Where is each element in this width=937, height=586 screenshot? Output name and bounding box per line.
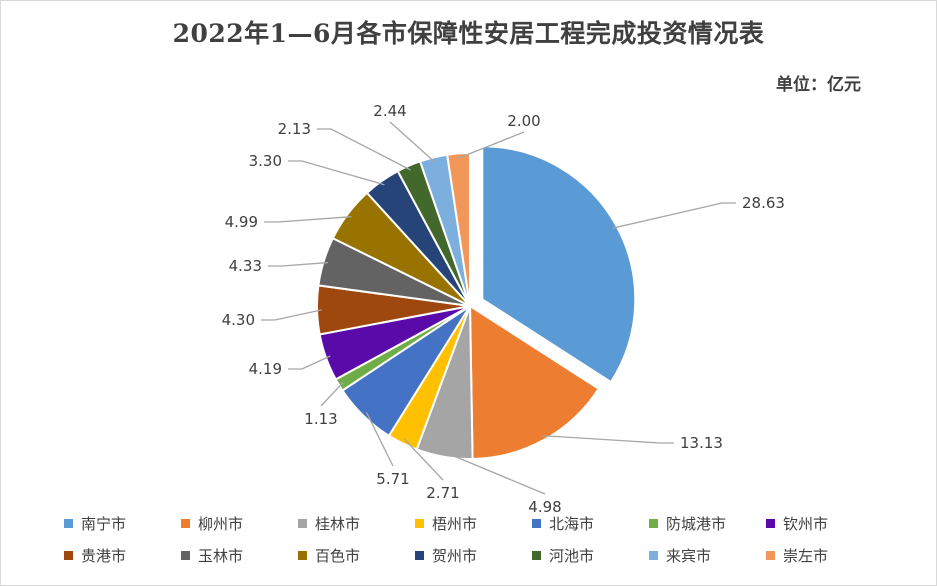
pie-slices: [316, 145, 637, 460]
legend-item-2: 柳州市: [181, 512, 298, 534]
leader-line-2: [542, 435, 674, 444]
legend-label: 贵港市: [81, 546, 127, 565]
legend-item-4: 梧州市: [415, 512, 532, 534]
legend-swatch: [766, 518, 775, 528]
legend-item-3: 桂林市: [298, 512, 415, 534]
legend-label: 南宁市: [81, 514, 127, 533]
data-label-11: 3.30: [249, 152, 282, 170]
legend-label: 柳州市: [198, 514, 244, 533]
data-label-2: 13.13: [680, 434, 723, 452]
legend-label: 崇左市: [783, 546, 829, 565]
leader-line-7: [288, 355, 331, 370]
legend-swatch: [64, 550, 73, 560]
legend-swatch: [532, 518, 541, 528]
chart-legend: 南宁市 柳州市 桂林市 梧州市 北海市 防城港市 钦州市贵港市 玉林市 百色市 贺州市 河池市 来宾市…: [64, 512, 884, 566]
leader-line-4: [404, 438, 444, 481]
leader-line-10: [264, 216, 352, 223]
leader-line-13: [389, 121, 436, 163]
data-label-13: 2.44: [373, 102, 406, 120]
data-label-6: 1.13: [304, 410, 337, 428]
legend-item-7: 钦州市: [766, 512, 883, 534]
legend-item-12: 河池市: [532, 544, 649, 566]
data-label-3: 4.98: [528, 498, 561, 516]
legend-item-1: 南宁市: [64, 512, 181, 534]
legend-swatch: [766, 550, 775, 560]
leader-line-3: [444, 451, 546, 495]
data-label-10: 4.99: [225, 213, 258, 231]
chart-title: 2022年1—6月各市保障性安居工程完成投资情况表: [172, 19, 765, 48]
legend-label: 贺州市: [432, 546, 478, 565]
legend-swatch: [181, 518, 190, 528]
data-label-14: 2.00: [507, 112, 540, 130]
leader-line-9: [268, 261, 329, 267]
data-label-4: 2.71: [426, 484, 459, 502]
legend-label: 钦州市: [783, 514, 829, 533]
legend-swatch: [181, 550, 190, 560]
legend-label: 梧州市: [432, 514, 478, 533]
leader-line-12: [317, 128, 411, 171]
legend-swatch: [415, 518, 424, 528]
data-label-1: 28.63: [742, 194, 785, 212]
unit-label: 单位：亿元: [776, 75, 861, 95]
legend-label: 玉林市: [198, 546, 244, 565]
legend-swatch: [64, 518, 73, 528]
legend-item-9: 玉林市: [181, 544, 298, 566]
legend-swatch: [649, 550, 658, 560]
legend-swatch: [298, 518, 307, 528]
legend-label: 防城港市: [666, 514, 727, 533]
legend-swatch: [298, 550, 307, 560]
data-labels: 28.63 13.13 4.98 2.71 5.71 1.13 4.19 4.30 4.33 4.…: [222, 102, 785, 516]
legend-item-14: 崇左市: [766, 544, 883, 566]
leader-line-14: [458, 131, 525, 159]
legend-item-6: 防城港市: [649, 512, 766, 534]
legend-item-5: 北海市: [532, 512, 649, 534]
legend-label: 河池市: [549, 546, 595, 565]
legend-label: 来宾市: [666, 546, 712, 565]
pie-slice-1: [481, 145, 637, 384]
leader-lines: [261, 121, 736, 495]
pie-slice-2: [468, 304, 601, 460]
data-label-5: 5.71: [376, 470, 409, 488]
legend-swatch: [415, 550, 424, 560]
data-label-8: 4.30: [222, 311, 255, 329]
legend-item-8: 贵港市: [64, 544, 181, 566]
data-label-9: 4.33: [229, 257, 262, 275]
leader-line-1: [612, 202, 736, 229]
legend-label: 百色市: [315, 546, 361, 565]
legend-label: 北海市: [549, 514, 595, 533]
legend-item-13: 来宾市: [649, 544, 766, 566]
legend-item-10: 百色市: [298, 544, 415, 566]
data-label-7: 4.19: [249, 360, 282, 378]
data-label-12: 2.13: [278, 120, 311, 138]
legend-swatch: [649, 518, 658, 528]
legend-swatch: [532, 550, 541, 560]
leader-line-6: [320, 382, 344, 407]
leader-line-5: [365, 412, 394, 467]
leader-line-8: [261, 309, 322, 321]
legend-label: 桂林市: [315, 514, 361, 533]
leader-line-11: [288, 160, 385, 186]
legend-item-11: 贺州市: [415, 544, 532, 566]
